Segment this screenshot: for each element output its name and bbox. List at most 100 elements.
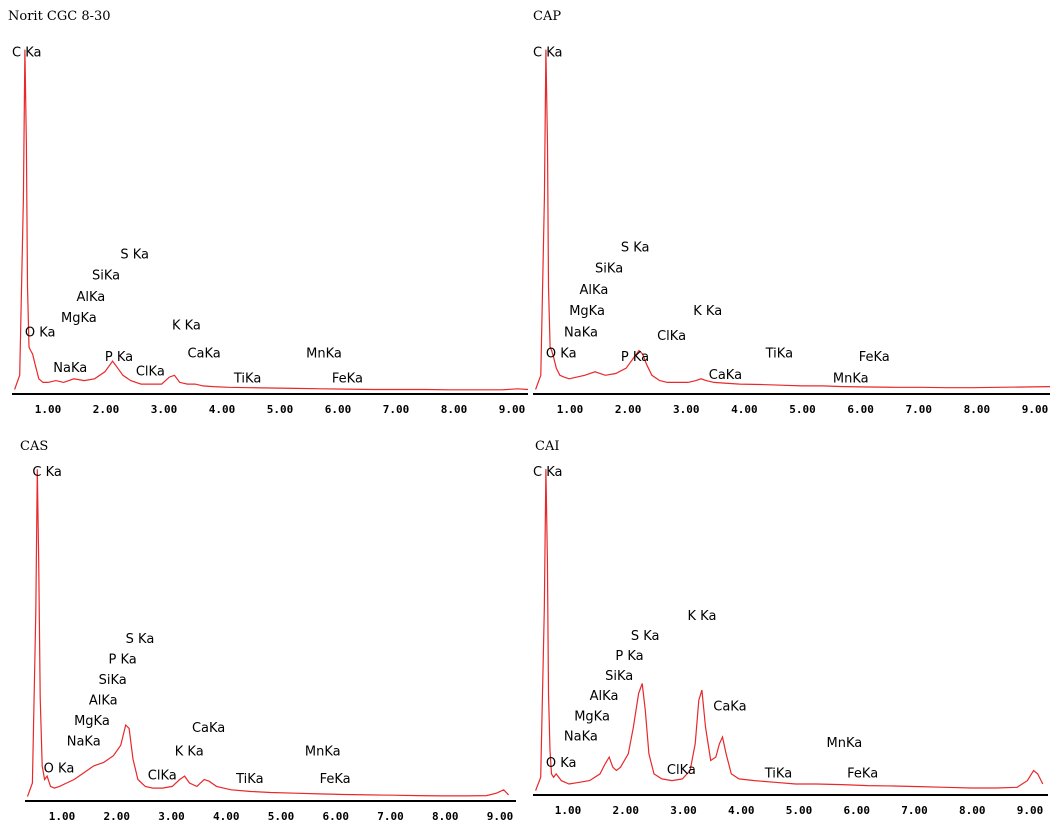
x-tick-label: 8.00 xyxy=(441,403,468,416)
peak-label: C Ka xyxy=(12,46,41,61)
peak-label: MgKa xyxy=(569,304,605,319)
peak-label: C Ka xyxy=(533,46,562,61)
peak-label: TiKa xyxy=(233,371,261,386)
x-tick-label: 3.00 xyxy=(670,804,697,817)
x-tick-label: 8.00 xyxy=(959,804,986,817)
peak-label: MnKa xyxy=(306,347,342,362)
x-tick-label: 1.00 xyxy=(557,403,584,416)
peak-label: O Ka xyxy=(546,756,577,771)
peak-label: CaKa xyxy=(713,699,746,714)
peak-label: P Ka xyxy=(105,350,133,365)
peak-label: S Ka xyxy=(120,247,149,262)
x-tick-label: 7.00 xyxy=(906,403,933,416)
x-tick-label: 3.00 xyxy=(151,403,178,416)
x-tick-label: 8.00 xyxy=(432,810,459,823)
peak-label: NaKa xyxy=(564,729,598,744)
spectrum-panel-4: CAI 1.00 2.00 3.00 4.00 5.00 6.00 7.00 8.00 9.00 C… xyxy=(533,439,1048,817)
spectrum-panel-1: Norit CGC 8-30 1.00 2.00 3.00 4.00 5.00 6.00 7.… xyxy=(8,9,529,416)
peak-label: AlKa xyxy=(89,694,118,709)
peak-label: NaKa xyxy=(67,734,101,749)
x-tick-label: 6.00 xyxy=(844,804,871,817)
spectrum-panel-2: CAP 1.00 2.00 3.00 4.00 5.00 6.00 7.00 8.00 9.00 C… xyxy=(533,9,1051,416)
peak-label: AlKa xyxy=(77,290,106,305)
x-tick-label: 2.00 xyxy=(613,804,640,817)
x-tick-label: 2.00 xyxy=(615,403,642,416)
x-tick-label: 1.00 xyxy=(35,403,62,416)
peak-label: FeKa xyxy=(320,772,351,787)
peak-label: P Ka xyxy=(621,350,649,365)
x-tick-label: 5.00 xyxy=(789,403,816,416)
x-tick-label: 9.00 xyxy=(487,810,514,823)
x-tick-label: 2.00 xyxy=(93,403,120,416)
peak-label: O Ka xyxy=(25,325,56,340)
panel-title: CAP xyxy=(533,9,561,24)
x-tick-label: 2.00 xyxy=(104,810,131,823)
spectrum-trace xyxy=(535,49,1051,390)
peak-label: MgKa xyxy=(61,311,97,326)
peak-label: S Ka xyxy=(621,240,650,255)
peak-label: CaKa xyxy=(709,368,742,383)
peak-label: SiKa xyxy=(605,669,633,684)
x-tick-label: 6.00 xyxy=(323,810,350,823)
x-tick-label: 6.00 xyxy=(325,403,352,416)
peak-label: AlKa xyxy=(590,689,619,704)
spectrum-trace xyxy=(26,469,510,797)
peak-label: O Ka xyxy=(546,347,577,362)
peak-label: SiKa xyxy=(99,673,127,688)
peak-label: S Ka xyxy=(631,629,660,644)
x-tick-label: 4.00 xyxy=(209,403,236,416)
peak-label: NaKa xyxy=(53,361,87,376)
spectrum-panel-3: CAS 1.00 2.00 3.00 4.00 5.00 6.00 7.00 8.00 9.00 C… xyxy=(20,439,516,823)
spectrum-trace xyxy=(14,49,529,391)
peak-label: O Ka xyxy=(44,762,75,777)
spectrum-trace xyxy=(535,469,1044,791)
panel-title: Norit CGC 8-30 xyxy=(8,9,111,24)
panel-title: CAS xyxy=(20,439,48,454)
x-tick-label: 4.00 xyxy=(731,403,758,416)
peak-label: CaKa xyxy=(187,347,220,362)
x-tick-label: 7.00 xyxy=(901,804,928,817)
peak-label: S Ka xyxy=(126,632,155,647)
x-tick-label: 9.00 xyxy=(499,403,526,416)
peak-label: ClKa xyxy=(148,769,177,784)
peak-label: TiKa xyxy=(235,772,263,787)
peak-label: ClKa xyxy=(136,364,165,379)
peak-label: K Ka xyxy=(693,304,722,319)
x-tick-label: 8.00 xyxy=(964,403,991,416)
x-tick-label: 5.00 xyxy=(268,810,295,823)
peak-label: SiKa xyxy=(595,262,623,277)
x-tick-label: 5.00 xyxy=(786,804,813,817)
x-tick-label: 7.00 xyxy=(383,403,410,416)
peak-label: MnKa xyxy=(305,745,341,760)
peak-label: SiKa xyxy=(92,269,120,284)
x-tick-label: 6.00 xyxy=(847,403,874,416)
peak-label: ClKa xyxy=(657,329,686,344)
x-tick-label: 4.00 xyxy=(213,810,240,823)
peak-label: FeKa xyxy=(859,350,890,365)
peak-label: MgKa xyxy=(574,709,610,724)
peak-label: P Ka xyxy=(615,649,643,664)
peak-label: P Ka xyxy=(108,653,136,668)
peak-label: C Ka xyxy=(32,465,61,480)
panel-title: CAI xyxy=(535,439,559,454)
peak-label: FeKa xyxy=(332,371,363,386)
peak-label: NaKa xyxy=(564,325,598,340)
peak-label: MnKa xyxy=(827,736,863,751)
x-tick-label: 4.00 xyxy=(728,804,755,817)
peak-label: MnKa xyxy=(833,371,869,386)
x-tick-label: 3.00 xyxy=(673,403,700,416)
peak-label: MgKa xyxy=(74,714,110,729)
peak-label: K Ka xyxy=(688,609,717,624)
x-tick-label: 1.00 xyxy=(555,804,582,817)
peak-label: CaKa xyxy=(192,721,225,736)
peak-label: FeKa xyxy=(847,766,878,781)
x-tick-label: 9.00 xyxy=(1022,403,1049,416)
x-tick-label: 5.00 xyxy=(267,403,294,416)
peak-label: TiKa xyxy=(764,766,792,781)
x-tick-label: 7.00 xyxy=(377,810,404,823)
peak-label: ClKa xyxy=(667,763,696,778)
x-tick-label: 9.00 xyxy=(1017,804,1044,817)
x-tick-label: 3.00 xyxy=(158,810,185,823)
peak-label: K Ka xyxy=(172,318,201,333)
